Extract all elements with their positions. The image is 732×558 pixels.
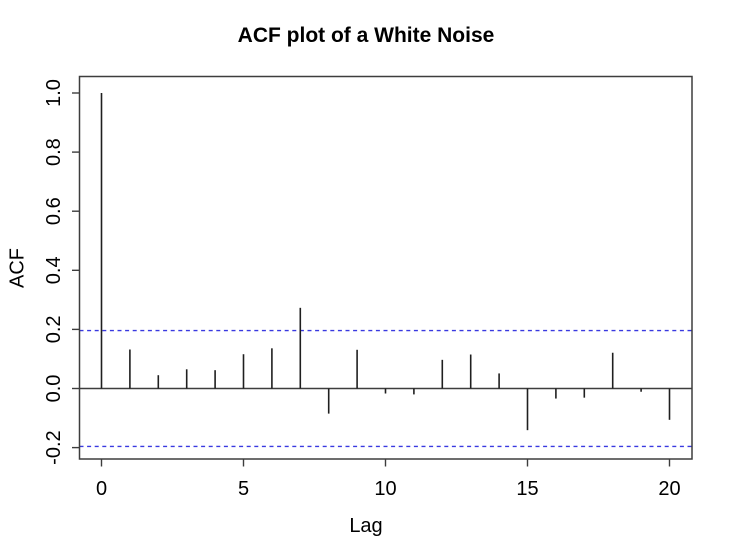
y-tick-label: 0.0 — [43, 375, 65, 403]
y-tick-label: 0.8 — [43, 138, 65, 166]
y-tick-label: 0.2 — [43, 315, 65, 343]
y-tick-label: 0.6 — [43, 197, 65, 225]
x-axis-label: Lag — [349, 515, 383, 537]
y-tick-label: 1.0 — [43, 79, 65, 107]
x-tick-label: 20 — [658, 478, 680, 500]
x-tick-label: 5 — [238, 478, 249, 500]
x-tick-label: 10 — [374, 478, 396, 500]
chart-title: ACF plot of a White Noise — [237, 24, 495, 47]
y-tick-label: 0.4 — [43, 256, 65, 284]
y-tick-label: -0.2 — [43, 430, 65, 464]
y-axis-label: ACF — [6, 248, 29, 288]
plot-box — [78, 75, 693, 460]
x-tick-label: 0 — [96, 478, 107, 500]
x-tick-label: 15 — [516, 478, 538, 500]
